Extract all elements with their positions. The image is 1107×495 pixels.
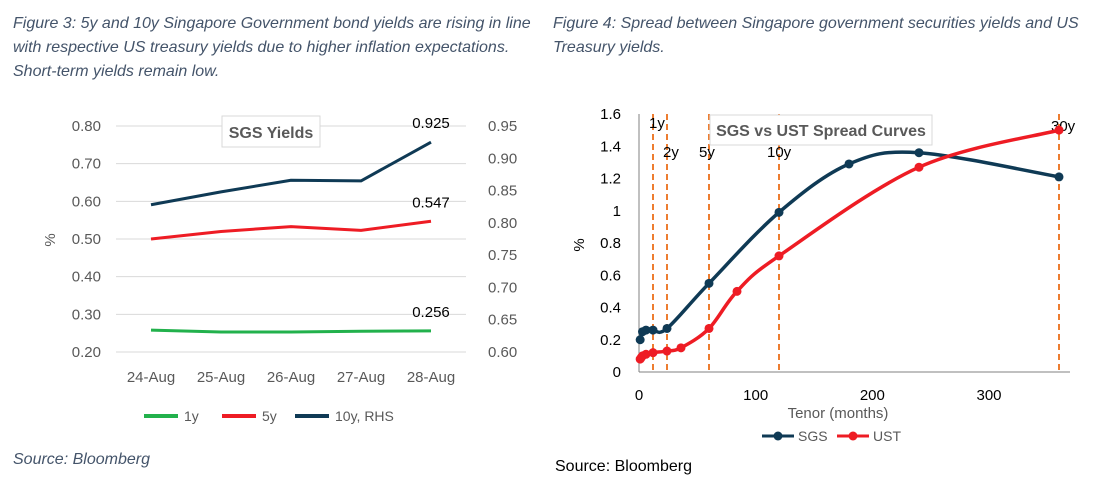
legend-entry: SGS	[798, 428, 828, 444]
legend-entry: UST	[873, 428, 901, 444]
y2-tick-label: 0.65	[488, 312, 517, 329]
tenor-marker-label: 2y	[663, 144, 679, 161]
y-tick-label: 0.50	[72, 231, 101, 248]
y-tick-label: 0.40	[72, 269, 101, 286]
legend-entry: 10y, RHS	[335, 408, 394, 424]
x-axis-label: Tenor (months)	[788, 405, 889, 422]
legend-marker	[773, 431, 783, 441]
data-point-ust	[1054, 125, 1064, 135]
data-point-sgs	[914, 148, 924, 158]
y2-tick-label: 0.80	[488, 215, 517, 232]
figure-4-source: Source: Bloomberg	[555, 458, 692, 475]
y-tick-label: 0	[613, 364, 621, 381]
y-axis-label: %	[42, 233, 59, 246]
series-line-3	[150, 140, 432, 207]
series-line-1	[150, 328, 432, 334]
chart-title: SGS vs UST Spread Curves	[716, 123, 926, 140]
data-point-ust	[732, 286, 742, 296]
y-tick-label: 0.8	[600, 235, 621, 252]
data-point-ust	[914, 162, 924, 172]
data-point-sgs	[635, 335, 645, 345]
series-line-2	[150, 219, 432, 241]
y-tick-label: 0.4	[600, 300, 621, 317]
chart-title-box	[221, 115, 321, 148]
data-point-sgs	[704, 278, 714, 288]
y-axis-label: %	[571, 238, 588, 251]
y-tick-label: 0.2	[600, 332, 621, 349]
x-tick-label: 200	[860, 387, 885, 404]
y-tick-label: 0.6	[600, 267, 621, 284]
data-point-ust	[704, 323, 714, 333]
y-tick-label: 0.60	[72, 193, 101, 210]
data-point-sgs	[641, 325, 651, 335]
tenor-marker-label: 5y	[699, 144, 715, 161]
x-tick-label: 24-Aug	[127, 369, 175, 386]
y2-tick-label: 0.70	[488, 279, 517, 296]
y2-tick-label: 0.95	[488, 118, 517, 135]
y2-tick-label: 0.90	[488, 150, 517, 167]
figure-3-source: Source: Bloomberg	[13, 451, 150, 468]
data-point-sgs	[844, 159, 854, 169]
data-point-sgs	[1054, 172, 1064, 182]
tenor-marker-label: 10y	[767, 144, 792, 161]
x-tick-label: 25-Aug	[197, 369, 245, 386]
data-point-sgs	[648, 325, 658, 335]
legend-entry: 5y	[262, 408, 277, 424]
data-point-ust	[641, 349, 651, 359]
chart-title-box	[709, 114, 933, 146]
y2-tick-label: 0.85	[488, 183, 517, 200]
sgs-yields-chart: 0.80 0.70 0.60 0.50 0.40 0.30 0.20 0.95 0.90 0.85…	[42, 115, 517, 424]
y-tick-label: 1	[613, 203, 621, 220]
y-tick-label: 1.6	[600, 106, 621, 123]
data-point-sgs	[774, 207, 784, 217]
x-tick-label: 27-Aug	[337, 369, 385, 386]
data-point-ust	[676, 343, 686, 353]
tenor-marker-label: 1y	[649, 115, 665, 132]
data-label: 0.256	[412, 304, 450, 321]
legend-entry: 1y	[184, 408, 199, 424]
x-tick-label: 26-Aug	[267, 369, 315, 386]
y-tick-label: 0.80	[72, 118, 101, 135]
y-tick-label: 1.2	[600, 171, 621, 188]
data-point-sgs	[662, 323, 672, 333]
data-label: 0.925	[412, 115, 450, 132]
y-tick-label: 1.4	[600, 138, 621, 155]
figure-4-caption: Figure 4: Spread between Singapore gover…	[553, 15, 1079, 56]
chart-title: SGS Yields	[229, 125, 314, 142]
y2-tick-label: 0.60	[488, 344, 517, 361]
data-label: 0.547	[412, 194, 450, 211]
y-tick-label: 0.20	[72, 344, 101, 361]
y-tick-label: 0.70	[72, 156, 101, 173]
x-tick-label: 28-Aug	[407, 369, 455, 386]
data-point-ust	[662, 346, 672, 356]
x-tick-label: 0	[635, 387, 643, 404]
x-tick-label: 300	[976, 387, 1001, 404]
x-tick-label: 100	[743, 387, 768, 404]
y-tick-label: 0.30	[72, 306, 101, 323]
data-point-ust	[648, 348, 658, 358]
figure-3-caption: Figure 3: 5y and 10y Singapore Governmen…	[13, 15, 531, 80]
spread-curves-chart: 1.6 1.4 1.2 1 0.8 0.6 0.4 0.2 00 100 200 300% Tenor …	[571, 106, 1076, 444]
legend-marker	[848, 431, 858, 441]
data-point-ust	[774, 251, 784, 261]
y2-tick-label: 0.75	[488, 247, 517, 264]
series-curve-sgs	[638, 150, 1060, 341]
